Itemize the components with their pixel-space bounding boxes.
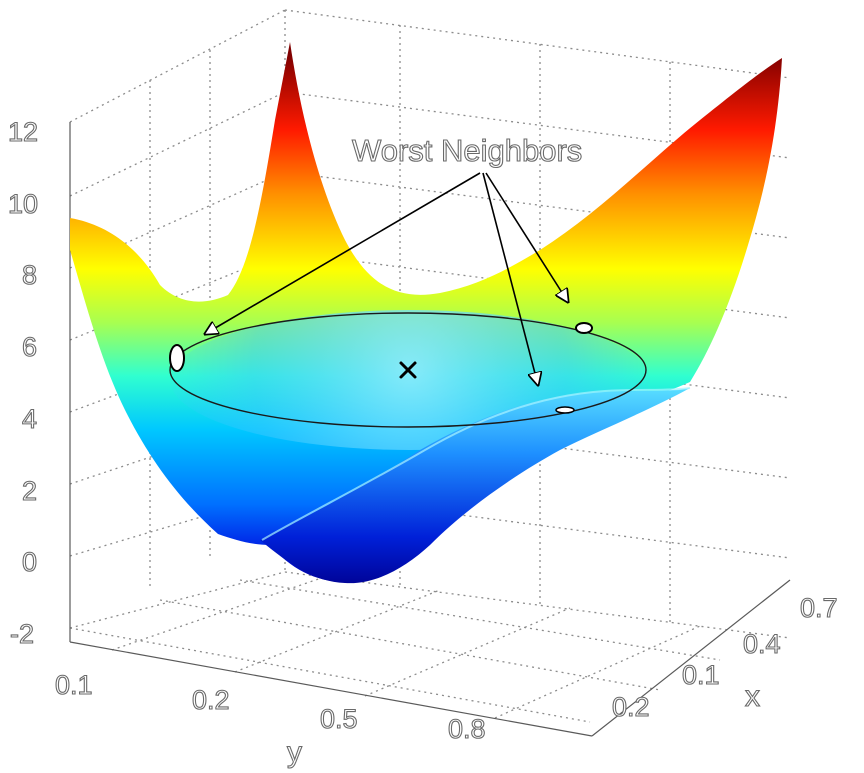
x-tick-labels: 0.7 0.4 0.1 0.2 [611, 592, 838, 722]
annotation-text: Worst Neighbors [352, 133, 582, 168]
z-tick-label: 2 [22, 476, 37, 506]
center-marker [399, 361, 417, 379]
y-tick-labels: 0.1 0.2 0.5 0.8 [54, 669, 486, 744]
z-tick-label: 4 [22, 404, 37, 434]
y-tick-label: 0.8 [448, 714, 486, 744]
neighborhood-ellipse [169, 312, 647, 428]
annotation-worst-neighbors: Worst Neighbors [205, 132, 583, 385]
z-tick-labels: 12 10 8 6 4 2 0 -2 [7, 116, 38, 649]
y-tick-label: 0.2 [192, 685, 230, 715]
surface-fold-edge [261, 387, 691, 541]
z-tick-label: 6 [22, 332, 37, 362]
z-tick-label: 10 [8, 189, 38, 219]
z-tick-label: 12 [8, 117, 38, 147]
neighbor-points [169, 322, 593, 414]
x-axis-line [591, 579, 791, 737]
x-tick-label: 0.4 [743, 629, 781, 659]
y-axis-label: y [287, 736, 302, 769]
surface [70, 42, 782, 584]
axes [69, 122, 791, 737]
y-tick-label: 0.5 [320, 704, 358, 734]
x-tick-label: 0.2 [612, 692, 650, 722]
x-tick-label: 0.1 [682, 660, 720, 690]
y-axis-line [69, 641, 593, 737]
surface-front-fold [260, 388, 690, 584]
z-tick-label: 0 [22, 547, 37, 577]
y-tick-label: 0.1 [55, 670, 93, 700]
neighbor-point [169, 344, 185, 372]
z-tick-label: 8 [22, 260, 37, 290]
z-tick-label: -2 [10, 619, 34, 649]
annotation-arrow-3 [485, 172, 568, 302]
annotation-arrow-1 [205, 172, 481, 334]
annotation-arrow-2 [482, 172, 538, 385]
x-axis-label: x [745, 680, 760, 713]
neighbor-point [575, 322, 593, 334]
x-tick-label: 0.7 [800, 593, 838, 623]
neighbor-point [555, 406, 575, 414]
